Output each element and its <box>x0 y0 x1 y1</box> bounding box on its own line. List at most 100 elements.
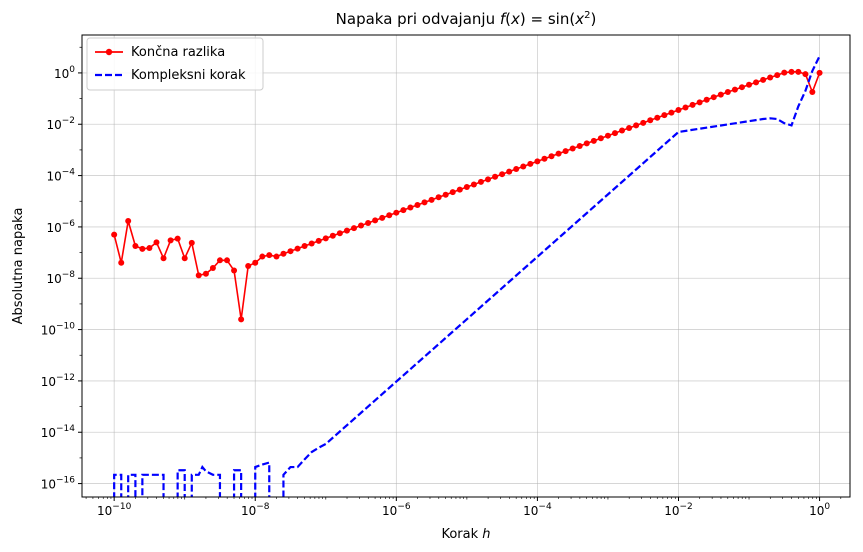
y-tick-label: 10−12 <box>41 373 75 389</box>
series-finite-difference-point <box>738 84 745 91</box>
series-finite-difference-point <box>273 253 280 260</box>
series-finite-difference-point <box>407 204 414 211</box>
series-finite-difference-point <box>358 222 365 229</box>
series-finite-difference-point <box>668 109 675 116</box>
series-finite-difference-point <box>315 237 322 244</box>
series-finite-difference-point <box>506 168 513 175</box>
series-finite-difference-point <box>746 81 753 88</box>
series-finite-difference-point <box>294 245 301 252</box>
series-finite-difference-point <box>710 94 717 101</box>
x-tick-label: 100 <box>809 502 830 518</box>
series-finite-difference-point <box>428 196 435 203</box>
chart-title: Napaka pri odvajanju f(x) = sin(x2) <box>336 10 597 28</box>
series-finite-difference-point <box>541 155 548 162</box>
series-finite-difference-point <box>611 130 618 137</box>
series-layer <box>111 55 823 497</box>
series-finite-difference-point <box>132 243 139 250</box>
series-finite-difference-point <box>414 201 421 208</box>
y-axis-ticks: 10−16 10−14 10−12 10−10 10−8 10−6 10−4 10−2 100 <box>41 46 82 492</box>
y-tick-label: 10−8 <box>46 270 75 286</box>
series-finite-difference-point <box>802 71 809 78</box>
x-tick-label: 10−8 <box>241 502 270 518</box>
series-finite-difference-point <box>393 209 400 216</box>
series-finite-difference-point <box>350 225 357 232</box>
series-finite-difference-point <box>527 160 534 167</box>
series-finite-difference-point <box>421 199 428 206</box>
series-finite-difference-point <box>724 89 731 96</box>
series-finite-difference-point <box>118 259 125 266</box>
series-finite-difference-point <box>548 153 555 160</box>
series-finite-difference-point <box>202 270 209 277</box>
series-finite-difference-point <box>647 117 654 124</box>
series-finite-difference-point <box>111 231 118 238</box>
series-finite-difference-point <box>809 89 816 96</box>
series-finite-difference-point <box>188 239 195 246</box>
series-finite-difference-point <box>597 135 604 142</box>
series-finite-difference-point <box>661 112 668 119</box>
y-tick-label: 10−10 <box>41 322 76 338</box>
x-tick-label: 10−4 <box>523 502 552 518</box>
series-finite-difference-point <box>160 255 167 262</box>
series-finite-difference-point <box>167 237 174 244</box>
series-finite-difference-point <box>499 171 506 178</box>
series-finite-difference-point <box>682 104 689 111</box>
series-finite-difference-point <box>245 263 252 269</box>
series-finite-difference-point <box>633 122 640 129</box>
series-finite-difference-point <box>301 243 308 250</box>
series-finite-difference-point <box>760 76 767 83</box>
series-finite-difference-point <box>675 107 682 114</box>
series-finite-difference-point <box>435 194 442 201</box>
series-finite-difference-point <box>731 86 738 93</box>
series-finite-difference-point <box>717 91 724 98</box>
series-finite-difference-point <box>781 69 788 76</box>
series-finite-difference-point <box>153 239 160 246</box>
series-finite-difference-point <box>604 132 611 139</box>
series-finite-difference-point <box>654 114 661 121</box>
series-finite-difference-point <box>308 240 315 247</box>
plot-frame <box>81 34 851 498</box>
series-finite-difference-point <box>379 214 386 221</box>
series-finite-difference-point <box>280 250 287 257</box>
series-finite-difference-point <box>259 253 266 260</box>
series-finite-difference-point <box>238 316 245 323</box>
series-finite-difference-point <box>703 96 710 103</box>
series-finite-difference-point <box>231 267 238 274</box>
series-finite-difference-point <box>252 259 259 266</box>
series-finite-difference-point <box>216 257 223 264</box>
series-finite-difference-point <box>640 119 647 126</box>
series-finite-difference-point <box>795 68 802 75</box>
series-finite-difference-point <box>590 137 597 144</box>
series-finite-difference-point <box>386 212 393 219</box>
x-tick-label: 10−2 <box>664 502 693 518</box>
y-tick-label: 10−16 <box>41 476 76 492</box>
legend-marker-fd <box>105 48 113 56</box>
y-tick-label: 10−2 <box>46 116 75 132</box>
series-finite-difference-point <box>463 184 470 191</box>
series-finite-difference-point <box>492 173 499 180</box>
legend-box <box>86 37 264 91</box>
series-finite-difference-point <box>753 79 760 86</box>
series-finite-difference-point <box>470 181 477 188</box>
series-finite-difference-point <box>322 235 329 242</box>
x-axis-label: Korak h <box>441 527 490 542</box>
legend-label-fd: Končna razlika <box>131 45 225 60</box>
series-finite-difference-point <box>336 230 343 237</box>
series-finite-difference-point <box>343 227 350 234</box>
series-finite-difference-point <box>125 218 132 224</box>
series-finite-difference-point <box>400 207 407 214</box>
y-axis-label: Absolutna napaka <box>11 208 26 325</box>
y-tick-label: 10−6 <box>46 219 75 235</box>
series-finite-difference-point <box>689 101 696 108</box>
y-tick-label: 10−4 <box>46 168 75 184</box>
series-finite-difference-point <box>576 142 583 149</box>
series-finite-difference-point <box>365 219 372 226</box>
series-finite-difference-point <box>485 176 492 183</box>
series-finite-difference-point <box>534 158 541 165</box>
series-finite-difference-point <box>174 235 181 242</box>
x-axis-ticks: 10−10 10−8 10−6 10−4 10−2 100 <box>85 497 842 518</box>
series-finite-difference-point <box>788 68 795 75</box>
series-finite-difference-point <box>139 245 146 252</box>
series-finite-difference-point <box>767 74 774 81</box>
series-finite-difference-point <box>329 232 336 239</box>
legend-label-cs: Kompleksni korak <box>131 68 246 83</box>
